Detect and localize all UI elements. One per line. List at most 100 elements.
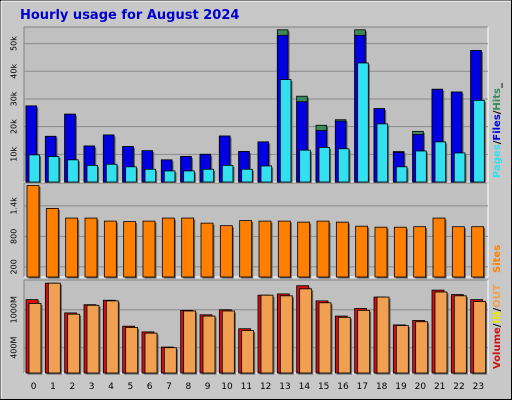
bar-out-3-fill [86, 304, 100, 374]
legend-item: Volume [492, 327, 503, 369]
bar-pages-23 [473, 99, 486, 184]
bar-out-11 [241, 330, 256, 375]
y-tick-label: 400M [10, 337, 19, 359]
bar-out-14-fill [299, 288, 313, 374]
y-tick-label: 800 [10, 229, 19, 244]
bar-out-13 [279, 295, 294, 375]
x-tick-label: 23 [473, 382, 484, 392]
bar-sites-4-fill [103, 220, 117, 278]
bar-pages-11-fill [241, 168, 253, 183]
bar-pages-18 [376, 123, 390, 184]
bar-sites-13-fill [277, 220, 291, 278]
bar-sites-11-fill [239, 220, 253, 278]
bar-sites-2-fill [65, 217, 79, 278]
bar-pages-10 [221, 164, 235, 184]
bar-sites-21 [432, 217, 447, 279]
panel-requests-legend: Pages/Files/Hits_ [492, 83, 503, 178]
x-tick-label: 9 [205, 382, 211, 392]
bar-out-3 [86, 304, 101, 375]
bar-out-11-fill [241, 330, 255, 374]
bar-out-1-fill [47, 282, 61, 374]
bar-out-6-fill [144, 332, 158, 374]
bar-out-22-fill [453, 295, 467, 374]
bar-sites-9-fill [200, 222, 214, 278]
bar-out-18-fill [376, 296, 390, 374]
x-tick-label: 15 [318, 382, 329, 392]
x-axis-hour-labels: 0 1 2 3 4 5 6 7 8 9 10 11 12 13 14 15 16 17 18 19 20 21 22 23 [31, 382, 484, 392]
bar-sites-1-fill [45, 208, 59, 278]
bar-pages-5 [125, 166, 138, 184]
bar-out-22 [453, 295, 468, 375]
bar-sites-10 [219, 225, 234, 279]
bar-pages-13-fill [279, 79, 292, 183]
bar-out-6 [144, 332, 159, 375]
bar-pages-19 [395, 166, 409, 184]
bar-out-15 [318, 302, 333, 375]
bar-out-8-fill [183, 310, 197, 374]
x-tick-label: 22 [453, 382, 464, 392]
bar-out-5-fill [125, 327, 139, 374]
bar-sites-17-fill [355, 225, 369, 278]
bar-pages-10-fill [221, 164, 234, 183]
x-tick-label: 11 [241, 382, 252, 392]
bar-out-2-fill [67, 313, 81, 374]
bar-out-16 [337, 316, 352, 375]
bar-out-20 [415, 321, 430, 375]
bar-out-0-fill [28, 303, 42, 374]
bar-sites-15 [316, 220, 331, 279]
legend-item: / [492, 323, 503, 327]
bar-sites-16-fill [335, 221, 349, 278]
y-tick-label: 40k [10, 64, 19, 79]
y-tick-label: 30k [10, 91, 19, 106]
bar-pages-9 [202, 168, 216, 184]
bar-out-9-fill [202, 315, 216, 374]
bar-pages-11 [241, 168, 254, 184]
legend-item: Hits [492, 88, 503, 111]
x-tick-label: 0 [31, 382, 37, 392]
bar-out-21-fill [434, 291, 448, 374]
bar-out-4-fill [105, 300, 119, 374]
bar-sites-7 [161, 217, 176, 279]
bar-pages-5-fill [125, 166, 137, 183]
bar-out-5 [125, 327, 140, 375]
panel-sites: 200 800 1.4k Sites [10, 182, 503, 279]
bar-sites-10-fill [219, 225, 233, 278]
bar-pages-16-fill [337, 148, 350, 183]
bar-out-10-fill [221, 310, 235, 374]
bar-pages-16 [337, 148, 351, 184]
legend-item: _ [492, 83, 503, 88]
x-tick-label: 6 [147, 382, 153, 392]
bar-out-0 [28, 303, 43, 375]
x-tick-label: 12 [260, 382, 271, 392]
bar-sites-20-fill [413, 226, 427, 278]
bar-sites-6-fill [142, 220, 156, 278]
bar-out-12-fill [260, 294, 274, 374]
bar-pages-12 [260, 165, 274, 184]
bar-out-13-fill [279, 295, 293, 374]
bar-sites-14 [297, 221, 312, 279]
bar-pages-19-fill [395, 166, 408, 183]
bar-pages-17 [357, 62, 370, 184]
bar-out-8 [183, 310, 198, 375]
panel-requests-background [24, 27, 488, 182]
bar-sites-18-fill [374, 226, 388, 278]
bar-out-16-fill [337, 316, 351, 374]
bar-pages-3 [86, 164, 100, 184]
legend-item: / [492, 307, 503, 311]
panel-volume-background [24, 280, 488, 373]
bar-pages-6-fill [144, 168, 157, 183]
legend-item: Sites [492, 245, 503, 273]
bar-sites-21-fill [432, 217, 446, 278]
bar-pages-6 [144, 168, 158, 184]
bar-sites-6 [142, 220, 157, 279]
x-tick-label: 19 [395, 382, 407, 392]
bar-sites-23-fill [471, 226, 485, 278]
y-tick-label: 50k [10, 36, 19, 51]
y-tick-label: 200 [10, 259, 19, 274]
bar-out-21 [434, 291, 449, 375]
legend-item: Files [492, 114, 503, 140]
bar-out-10 [221, 310, 236, 375]
bar-sites-13 [277, 220, 292, 279]
